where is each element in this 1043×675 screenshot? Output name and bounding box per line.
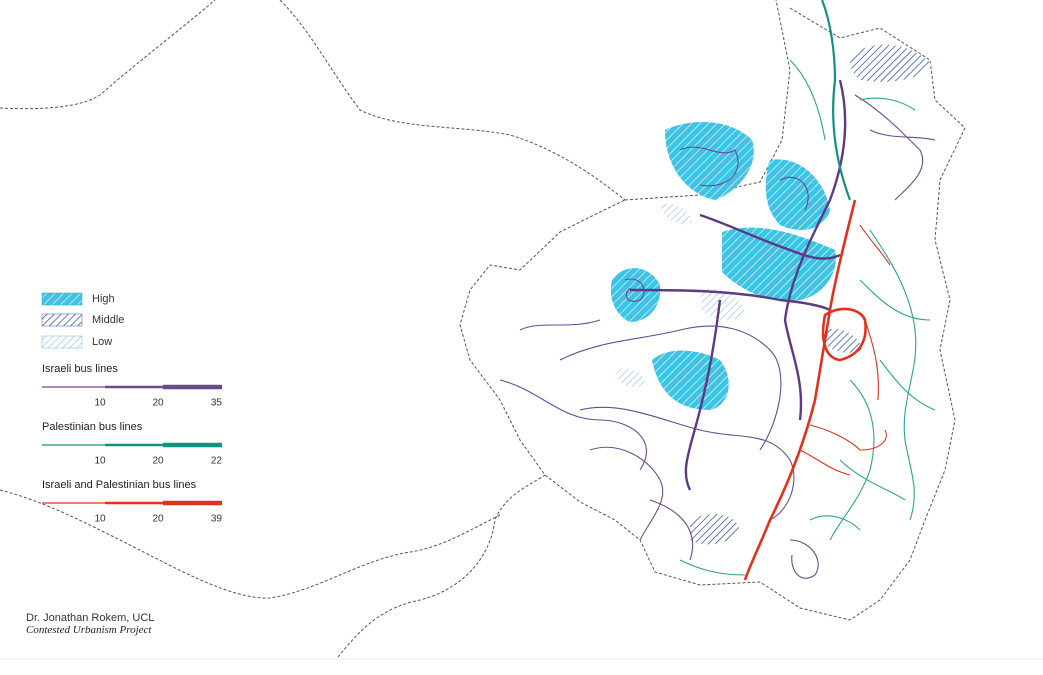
- bus-legend-tick: 20: [152, 514, 164, 525]
- legend-label: Low: [92, 336, 112, 348]
- israeli-lines: [499, 79, 936, 579]
- bus-legend-tick: 22: [211, 456, 223, 467]
- legend-label: High: [92, 293, 115, 305]
- bus-legend-title: Israeli bus lines: [42, 363, 118, 375]
- bus-legend-tick: 35: [211, 398, 223, 409]
- bus-legend-tick: 39: [211, 514, 223, 525]
- shared-lines: [743, 199, 891, 581]
- bus-legend: Israeli bus lines 10 20 35 Palestinian bus l…: [42, 363, 222, 525]
- area-legend: High Middle Low: [41, 292, 124, 349]
- legend-label: Middle: [92, 314, 124, 326]
- credit-project: Contested Urbanism Project: [26, 624, 152, 636]
- bus-legend-tick: 10: [94, 514, 106, 525]
- legend-swatch-low: [41, 335, 83, 349]
- bus-legend-tick: 20: [152, 398, 164, 409]
- bus-legend-tick: 10: [94, 398, 106, 409]
- palestinian-lines: [679, 0, 936, 576]
- credit-author: Dr. Jonathan Rokem, UCL: [26, 612, 154, 624]
- legend-swatch-high: [41, 292, 83, 306]
- bus-legend-tick: 10: [94, 456, 106, 467]
- legend-swatch-middle: [41, 313, 83, 327]
- bus-legend-tick: 20: [152, 456, 164, 467]
- bus-legend-title: Israeli and Palestinian bus lines: [42, 479, 197, 491]
- boundaries: [0, 0, 966, 658]
- bus-legend-title: Palestinian bus lines: [42, 421, 143, 433]
